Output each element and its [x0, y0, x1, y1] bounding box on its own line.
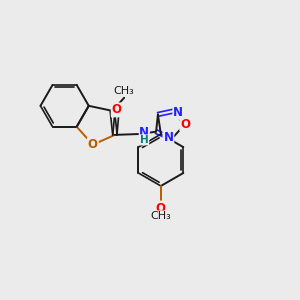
Text: O: O	[180, 118, 190, 130]
Text: O: O	[156, 202, 166, 214]
Text: H: H	[140, 135, 149, 145]
Text: O: O	[88, 138, 98, 151]
Text: CH₃: CH₃	[114, 86, 135, 96]
Text: CH₃: CH₃	[151, 211, 171, 221]
Text: N: N	[164, 131, 173, 144]
Text: O: O	[112, 103, 122, 116]
Text: N: N	[139, 126, 149, 139]
Text: N: N	[173, 106, 183, 119]
